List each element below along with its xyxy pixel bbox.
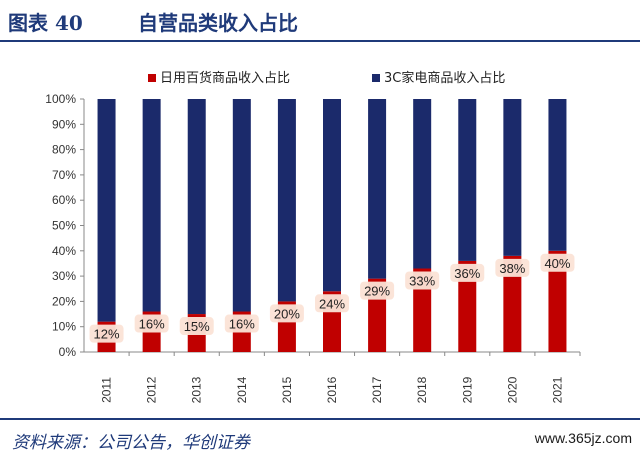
x-tick-label: 2016	[325, 376, 339, 403]
bar-3c-electronics	[323, 99, 341, 292]
bar-3c-electronics	[368, 99, 387, 279]
legend-swatch	[148, 74, 156, 82]
bar-3c-electronics	[142, 99, 161, 312]
y-tick-label: 100%	[45, 92, 76, 106]
bar-3c-electronics	[187, 99, 206, 315]
bar-3c-electronics	[458, 99, 477, 261]
legend-swatch	[372, 74, 380, 82]
figure-title: 自营品类收入占比	[138, 11, 298, 35]
y-tick-label: 20%	[52, 294, 76, 308]
stacked-bar-chart: 日用百货商品收入占比 3C家电商品收入占比 0% 10% 20% 30% 40% 50% 60%…	[45, 70, 581, 403]
x-tick-label: 2018	[415, 376, 429, 403]
x-tick-label: 2021	[550, 376, 564, 403]
bar-daily-goods	[458, 260, 477, 352]
figure-header: 图表 40 自营品类收入占比	[0, 0, 640, 42]
bar-daily-goods	[548, 250, 567, 352]
data-label-bg	[89, 324, 124, 343]
data-label-bg	[315, 294, 349, 313]
data-label: 24%	[319, 296, 345, 311]
bar-3c-electronics	[97, 99, 116, 322]
data-label: 15%	[184, 319, 210, 334]
bar-3c-electronics	[548, 99, 567, 251]
data-label: 33%	[409, 274, 435, 289]
data-label-bg	[269, 304, 304, 323]
data-label: 16%	[229, 317, 255, 332]
bar-3c-electronics	[413, 99, 432, 269]
y-tick-label: 90%	[52, 117, 76, 131]
data-label: 20%	[274, 306, 300, 321]
y-tick-label: 0%	[59, 345, 77, 359]
data-label-bg	[450, 263, 485, 282]
bar-3c-electronics	[232, 99, 251, 312]
data-label: 40%	[544, 256, 570, 271]
x-tick-label: 2014	[235, 376, 249, 403]
y-tick-label: 60%	[52, 193, 76, 207]
y-tick-label: 70%	[52, 168, 76, 182]
y-tick-label: 80%	[52, 143, 76, 157]
data-label-bg	[179, 317, 214, 336]
watermark-text: www.365jz.com	[534, 430, 632, 446]
x-tick-label: 2013	[190, 376, 204, 403]
legend-label: 3C家电商品收入占比	[384, 70, 505, 86]
x-tick-label: 2015	[280, 376, 294, 403]
data-label-bg	[224, 314, 259, 333]
y-tick-label: 10%	[52, 320, 76, 334]
x-tick-label: 2011	[100, 377, 114, 403]
x-tick-label: 2017	[370, 376, 384, 403]
data-label-bg	[134, 314, 169, 333]
bar-daily-goods	[503, 255, 522, 352]
x-tick-label: 2019	[460, 376, 474, 403]
source-text: 资料来源：公司公告，华创证券	[12, 433, 250, 453]
data-label: 29%	[364, 284, 390, 299]
data-label-bg	[360, 281, 395, 300]
data-label-bg	[405, 271, 440, 290]
y-tick-label: 30%	[52, 269, 76, 283]
x-tick-label: 2012	[145, 376, 159, 403]
bar-3c-electronics	[277, 99, 296, 302]
y-tick-label: 50%	[52, 219, 76, 233]
bar-3c-electronics	[503, 99, 522, 256]
data-label: 36%	[454, 266, 480, 281]
data-label-bg	[540, 253, 575, 272]
data-label: 38%	[499, 261, 525, 276]
legend-label: 日用百货商品收入占比	[160, 70, 290, 86]
figure-label: 图表 40	[8, 11, 83, 35]
source-footer: 资料来源：公司公告，华创证券 www.365jz.com	[0, 418, 640, 456]
data-label: 12%	[94, 327, 120, 342]
y-tick-label: 40%	[52, 244, 76, 258]
data-label-bg	[495, 258, 530, 277]
x-tick-label: 2020	[505, 376, 519, 403]
data-label: 16%	[139, 317, 165, 332]
